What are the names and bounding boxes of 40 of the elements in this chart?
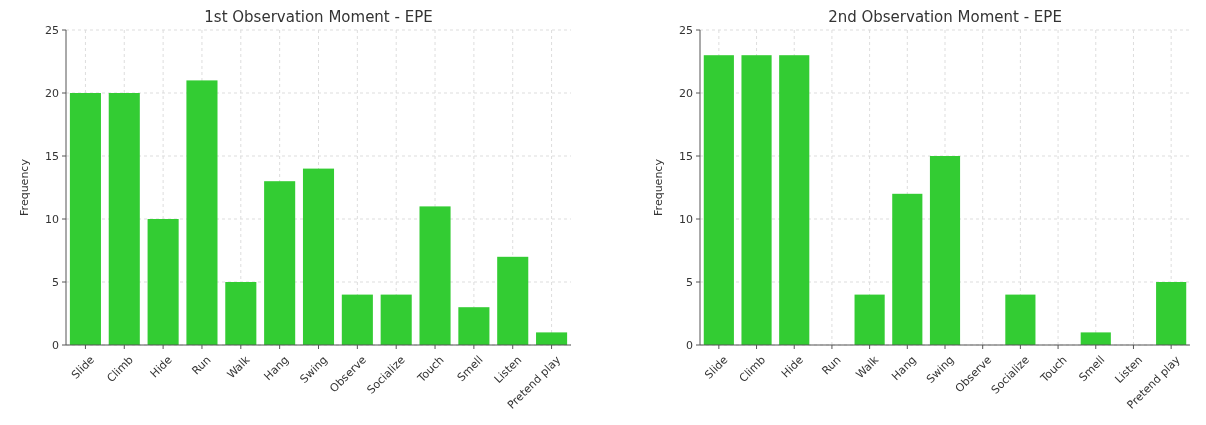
y-axis-title: Frequency <box>18 158 31 216</box>
bar <box>1080 332 1111 345</box>
y-tick-label: 10 <box>45 212 59 226</box>
y-tick-label: 10 <box>679 212 693 226</box>
bar <box>69 93 101 345</box>
y-tick-label: 5 <box>52 275 59 289</box>
x-tick-label: Run <box>189 353 214 378</box>
bar <box>147 219 179 345</box>
bar <box>186 80 218 345</box>
bar <box>854 294 885 345</box>
x-tick-label: Run <box>819 353 844 378</box>
bar <box>380 294 412 345</box>
y-tick-label: 20 <box>45 86 59 100</box>
bar <box>1156 282 1187 345</box>
y-tick-label: 25 <box>679 23 693 37</box>
bar <box>225 282 257 345</box>
bar <box>302 168 335 345</box>
y-axis-title: Frequency <box>652 158 665 216</box>
bar <box>929 156 961 345</box>
y-tick-label: 0 <box>686 338 693 352</box>
bar <box>741 55 772 345</box>
bar <box>703 55 734 345</box>
y-tick-label: 25 <box>45 23 59 37</box>
bar <box>1005 294 1036 345</box>
y-tick-label: 5 <box>686 275 693 289</box>
y-tick-label: 15 <box>45 149 59 163</box>
bar <box>419 206 451 345</box>
bar <box>108 93 140 345</box>
y-tick-label: 20 <box>679 86 693 100</box>
bar <box>341 294 373 345</box>
y-tick-label: 0 <box>52 338 59 352</box>
bar <box>458 307 490 345</box>
bar <box>892 193 923 345</box>
chart-title: 2nd Observation Moment - EPE <box>828 8 1062 26</box>
bar <box>264 181 296 345</box>
bar <box>779 55 810 345</box>
chart-title: 1st Observation Moment - EPE <box>204 8 433 26</box>
bar <box>536 332 568 345</box>
bar <box>497 256 529 345</box>
y-tick-label: 15 <box>679 149 693 163</box>
